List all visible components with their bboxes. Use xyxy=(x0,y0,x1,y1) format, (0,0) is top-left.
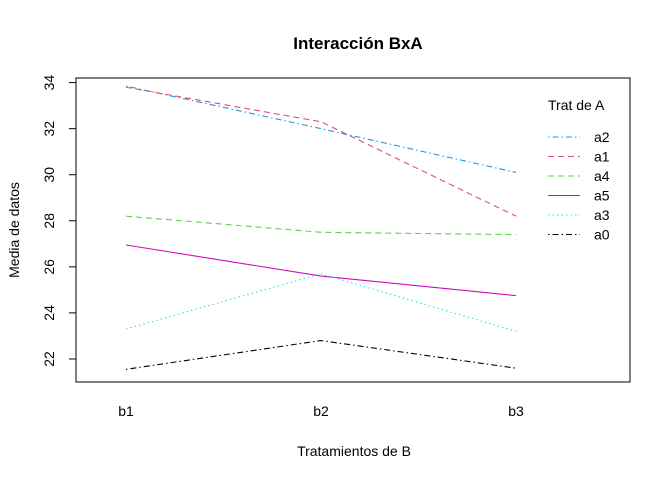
plot-box xyxy=(75,77,631,383)
x-axis: b1 b2 b3 xyxy=(118,403,524,419)
series-line-a5 xyxy=(125,244,517,297)
y-axis: 22 24 26 28 30 32 34 xyxy=(41,75,77,367)
legend-label-a1: a1 xyxy=(594,149,610,165)
y-tick-label: 34 xyxy=(41,75,57,91)
legend-label-a5: a5 xyxy=(594,188,610,204)
legend-label-a0: a0 xyxy=(594,227,610,243)
chart-title: Interacción BxA xyxy=(293,34,422,53)
legend-label-a3: a3 xyxy=(594,207,610,223)
y-axis-label: Media de datos xyxy=(6,182,22,278)
legend-title: Trat de A xyxy=(548,97,605,113)
series-lines xyxy=(125,85,517,370)
x-tick-label: b3 xyxy=(508,403,524,419)
legend: Trat de A a2 a1 a4 a5 a3 a0 xyxy=(548,97,610,243)
series-line-a3 xyxy=(125,273,517,332)
series-line-a4 xyxy=(125,215,517,236)
y-tick-label: 24 xyxy=(41,305,57,321)
x-tick-label: b2 xyxy=(313,403,329,419)
y-tick-label: 26 xyxy=(41,259,57,275)
series-line-a2 xyxy=(125,85,517,173)
series-line-a1 xyxy=(125,86,517,217)
y-tick-label: 22 xyxy=(41,351,57,367)
x-axis-label: Tratamientos de B xyxy=(297,443,411,459)
y-tick-label: 32 xyxy=(41,121,57,137)
y-tick-label: 30 xyxy=(41,167,57,183)
legend-label-a4: a4 xyxy=(594,168,610,184)
y-tick-label: 28 xyxy=(41,213,57,229)
series-line-a0 xyxy=(125,339,517,370)
x-tick-label: b1 xyxy=(118,403,134,419)
legend-label-a2: a2 xyxy=(594,129,610,145)
